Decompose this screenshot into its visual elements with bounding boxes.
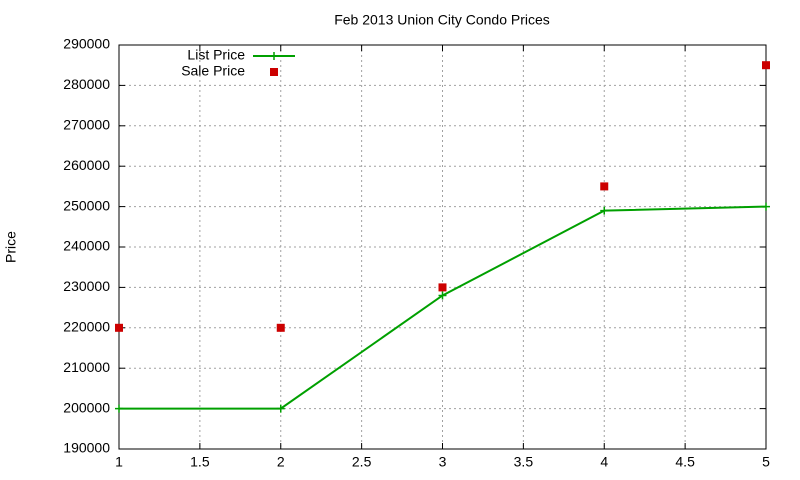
point — [600, 182, 609, 191]
point — [762, 61, 770, 70]
x-tick-label: 4.5 — [675, 454, 695, 470]
legend-marker — [270, 68, 278, 76]
point — [762, 202, 770, 211]
point — [438, 283, 447, 292]
x-tick-label: 2.5 — [352, 454, 372, 470]
point — [438, 291, 447, 300]
point — [276, 404, 285, 413]
x-tick-label: 1 — [115, 454, 123, 470]
x-tick-label: 3.5 — [514, 454, 534, 470]
x-tick-label: 5 — [762, 454, 770, 470]
legend-label: Sale Price — [181, 63, 245, 79]
y-tick-label: 260000 — [63, 157, 110, 173]
y-tick-label: 210000 — [63, 359, 110, 375]
y-axis-label: Price — [3, 231, 19, 263]
y-tick-label: 200000 — [63, 399, 110, 415]
y-tick-label: 240000 — [63, 238, 110, 254]
x-tick-label: 3 — [439, 454, 447, 470]
y-tick-label: 250000 — [63, 197, 110, 213]
point — [276, 323, 285, 332]
legend-marker — [270, 52, 278, 60]
y-tick-label: 270000 — [63, 117, 110, 133]
point — [115, 323, 123, 332]
chart-title: Feb 2013 Union City Condo Prices — [334, 12, 550, 28]
x-tick-label: 4 — [600, 454, 608, 470]
legend-label: List Price — [187, 47, 245, 63]
y-tick-label: 280000 — [63, 76, 110, 92]
y-tick-label: 230000 — [63, 278, 110, 294]
y-tick-label: 220000 — [63, 319, 110, 335]
point — [115, 404, 123, 413]
point — [600, 206, 609, 215]
plot-frame — [118, 44, 767, 450]
y-tick-label: 190000 — [63, 440, 110, 456]
x-tick-label: 2 — [277, 454, 285, 470]
y-tick-label: 290000 — [63, 36, 110, 52]
x-tick-label: 1.5 — [190, 454, 210, 470]
